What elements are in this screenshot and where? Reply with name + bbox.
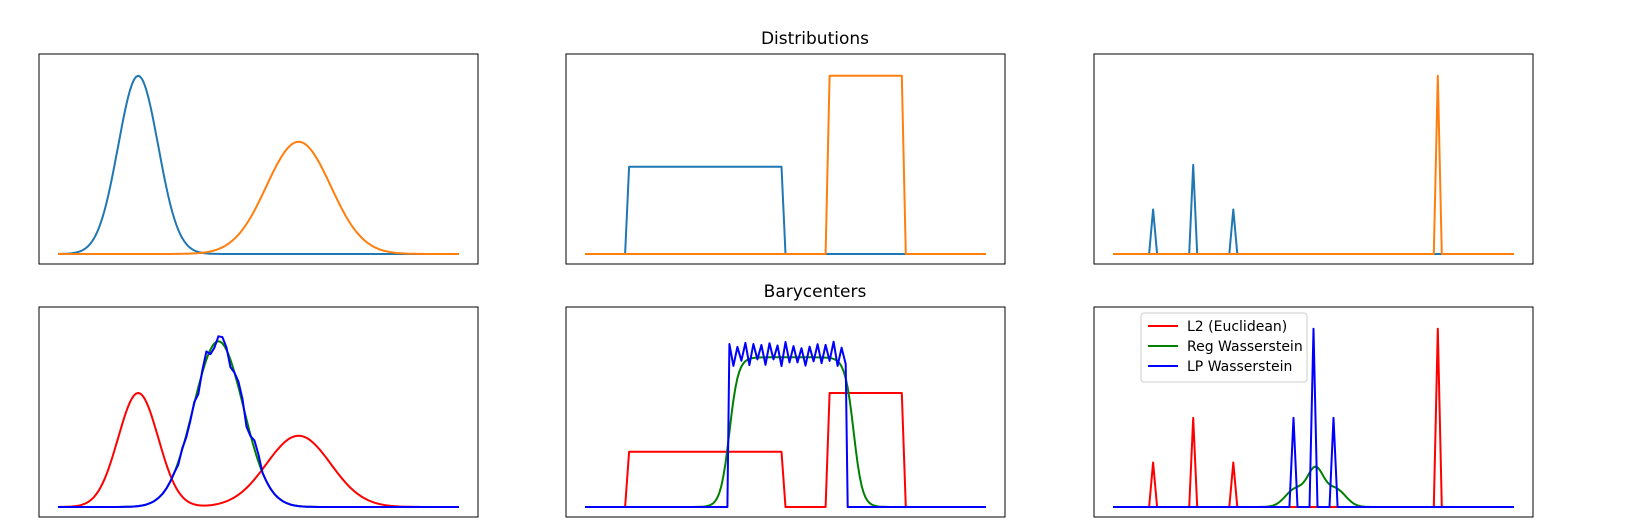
subplot-1-1 [565,306,1006,518]
legend-label-reg: Reg Wasserstein [1187,339,1303,355]
series-line-a2 [585,74,986,255]
legend-frame [1140,312,1308,383]
subplots [38,53,1534,518]
axes-frame [38,306,479,518]
legend-label-lp: LP Wasserstein [1187,359,1292,375]
series-line-a2 [58,140,459,255]
subplot-0-1 [565,53,1006,265]
subplot-1-0 [38,306,479,518]
row-title-distributions: Distributions [761,29,869,49]
series-line-lp-wasserstein [58,335,459,508]
series-line-l2-euclidean- [57,392,459,508]
subplot-0-2 [1093,53,1534,265]
axes-frame [1093,53,1534,265]
subplot-0-0 [38,53,479,265]
axes-frame [38,53,479,265]
series-line-a2 [1113,74,1514,255]
series-line-a1 [58,74,459,255]
series-line-lp-wasserstein [1113,327,1514,508]
legend: L2 (Euclidean) Reg Wasserstein LP Wasser… [1140,312,1308,383]
legend-label-l2: L2 (Euclidean) [1187,319,1287,335]
series-line-lp-wasserstein [585,340,986,508]
axes-frame [565,53,1006,265]
series-line-l2-euclidean- [585,392,986,508]
series-line-a1 [1113,163,1514,255]
row-title-barycenters: Barycenters [764,282,867,302]
axes-frame [565,306,1006,518]
